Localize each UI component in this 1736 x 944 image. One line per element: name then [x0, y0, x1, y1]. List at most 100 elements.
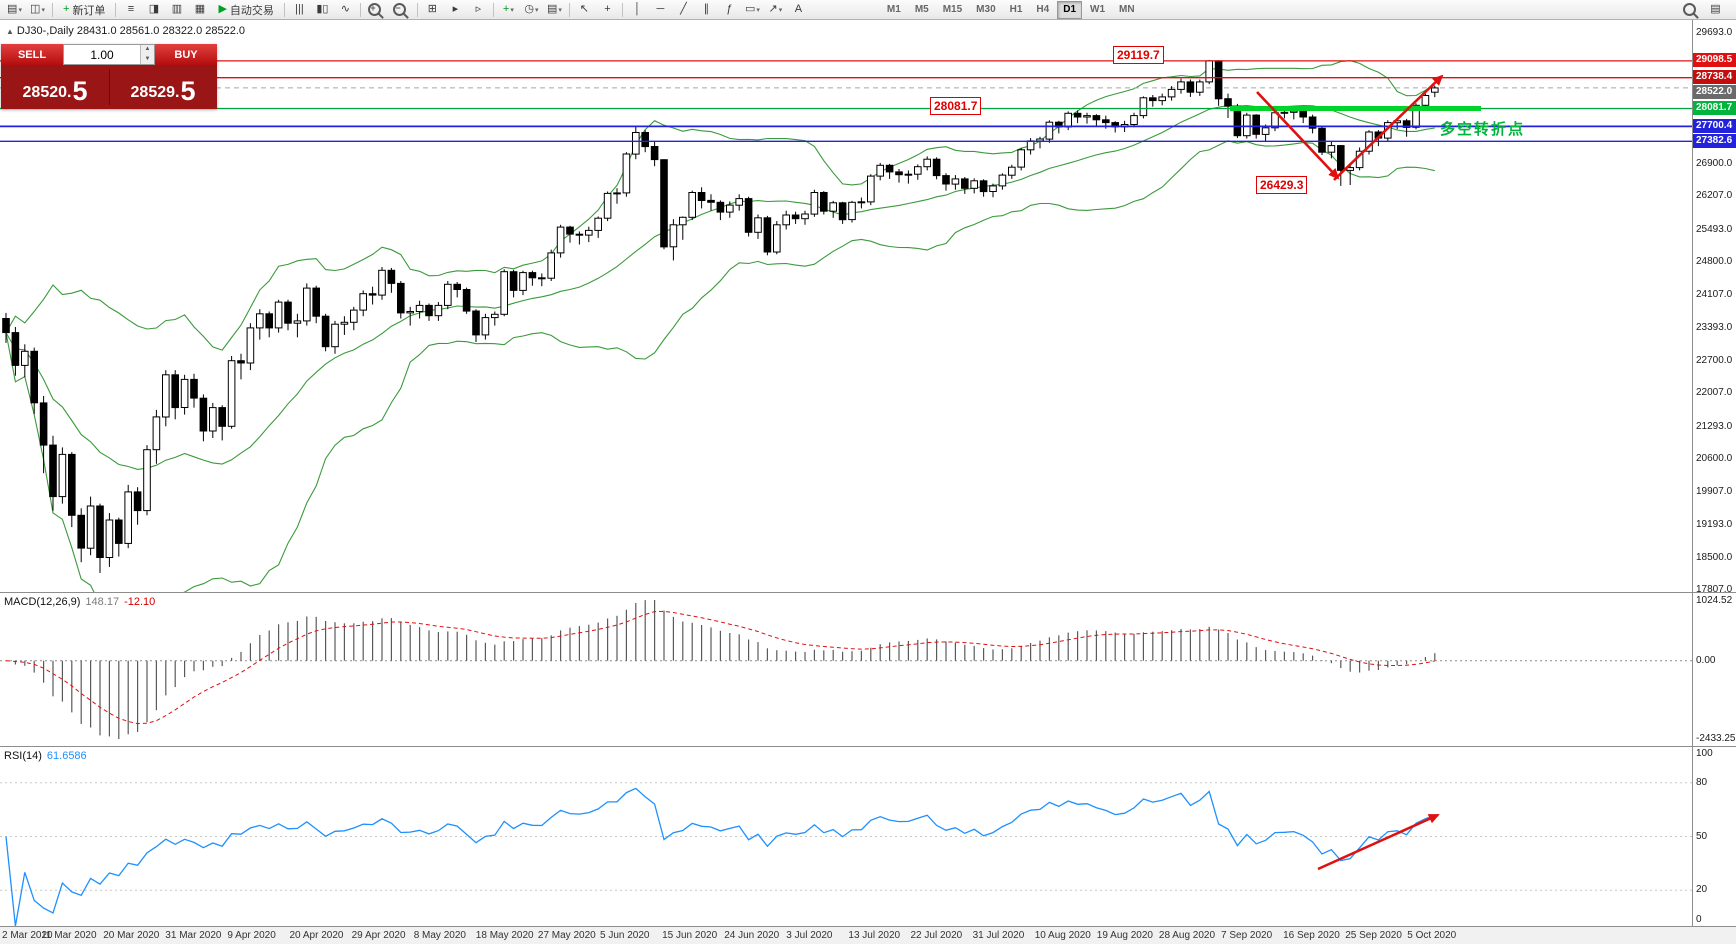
buy-button[interactable]: BUY	[155, 44, 217, 65]
profiles-icon[interactable]: ◫ ▾	[27, 0, 48, 19]
timeframe-m30[interactable]: M30	[976, 3, 996, 15]
dropdown-icon: ▾	[41, 6, 45, 14]
auto-scroll-icon[interactable]: ▸	[445, 0, 466, 19]
lot-decrease-icon[interactable]: ▼	[141, 54, 154, 64]
candle	[895, 171, 903, 176]
arrows-tool-icon: ↗	[768, 3, 778, 15]
candle	[782, 214, 791, 226]
text-label-icon[interactable]: A	[788, 0, 809, 19]
candle	[885, 164, 894, 173]
bar-chart-icon[interactable]: |||	[289, 0, 310, 19]
candle	[397, 282, 405, 314]
timeframe-m5[interactable]: M5	[914, 3, 929, 15]
candle	[143, 449, 151, 512]
sell-button[interactable]: SELL	[1, 44, 63, 65]
timeframe-m1[interactable]: M1	[886, 3, 901, 15]
lot-size-input[interactable]	[64, 45, 140, 64]
chart-shift-icon: ▹	[475, 3, 482, 15]
dropdown-icon: ▾	[558, 6, 562, 14]
candle	[904, 173, 913, 176]
line-chart-icon[interactable]: ∿	[335, 0, 356, 19]
navigator-icon: ▥	[171, 3, 183, 15]
market-watch-icon: ≡	[127, 3, 135, 15]
timeframe-h4[interactable]: H4	[1036, 3, 1050, 15]
timeframe-w1[interactable]: W1	[1090, 3, 1106, 15]
candle	[77, 514, 86, 549]
buy-price-button[interactable]: 28529. 5	[109, 65, 217, 109]
candle	[68, 453, 76, 516]
timeframe-h1[interactable]: H1	[1009, 3, 1023, 15]
tile-windows-icon[interactable]: ⊞	[422, 0, 443, 19]
macd-signal-line	[5, 610, 1435, 725]
candle	[293, 320, 302, 324]
indicators-icon[interactable]: + ▾	[498, 0, 519, 19]
toolbar-separator	[568, 2, 570, 17]
candle	[679, 216, 687, 226]
auto-trading-button[interactable]: ▶ 自动交易	[212, 0, 279, 19]
periods-icon: ◷	[524, 3, 534, 15]
candle	[857, 201, 866, 204]
search-icon[interactable]	[1680, 0, 1703, 19]
periods-icon[interactable]: ◷ ▾	[521, 0, 542, 19]
candlestick-chart-icon[interactable]: ▮▯	[312, 0, 333, 19]
zoom-in-icon[interactable]: +	[365, 0, 388, 19]
data-window-icon[interactable]: ◨	[143, 0, 164, 19]
toolbar-right: ▤	[1679, 0, 1727, 19]
candle	[791, 214, 800, 220]
data-window-icon: ◨	[148, 3, 160, 15]
crosshair-icon[interactable]: +	[597, 0, 618, 19]
candle	[519, 272, 527, 291]
templates-icon[interactable]: ▤ ▾	[544, 0, 565, 19]
candle	[1308, 116, 1317, 129]
candle	[115, 519, 123, 544]
terminal-icon[interactable]: ▦	[189, 0, 210, 19]
channel-icon[interactable]: ∥	[696, 0, 717, 19]
candle	[1402, 120, 1411, 128]
vertical-line-icon[interactable]: │	[627, 0, 648, 19]
new-chart-icon: ▤	[7, 3, 18, 15]
timeframe-d1[interactable]: D1	[1057, 0, 1083, 19]
candle	[387, 269, 396, 284]
navigator-icon[interactable]: ▥	[166, 0, 187, 19]
candle	[359, 293, 367, 311]
trend-arrow-object[interactable]	[1256, 91, 1340, 180]
new-order-button[interactable]: + 新订单	[57, 0, 111, 19]
candle	[378, 269, 386, 296]
candle	[1186, 81, 1195, 93]
trend-arrow-object[interactable]	[1317, 813, 1440, 871]
dropdown-icon: ▾	[510, 6, 514, 14]
fibonacci-icon[interactable]: ƒ	[719, 0, 740, 19]
timeframe-mn[interactable]: MN	[1119, 3, 1135, 15]
lot-size-field[interactable]: ▲ ▼	[63, 44, 155, 65]
terminal-icon: ▦	[194, 3, 206, 15]
trend-arrow-object[interactable]	[1333, 74, 1444, 181]
one-click-trading-panel: SELL ▲ ▼ BUY 28520.5 28529.5	[1, 44, 217, 109]
trendline-icon[interactable]: ╱	[673, 0, 694, 19]
timeframe-m15[interactable]: M15	[942, 3, 963, 15]
window-list-icon[interactable]: ▤	[1705, 0, 1726, 19]
candle	[810, 192, 819, 215]
arrows-tool-icon[interactable]: ↗ ▾	[765, 0, 786, 19]
timeframe-group: M1 M5 M15 M30 H1 H4 D1 W1 MN	[880, 0, 1142, 19]
candle	[1139, 97, 1148, 117]
sell-price-button[interactable]: 28520. 5	[1, 65, 109, 109]
horizontal-line-icon[interactable]: ─	[650, 0, 671, 19]
zoom-in-icon: +	[367, 3, 381, 16]
new-chart-icon[interactable]: ▤ ▾	[4, 0, 25, 19]
chart-shift-icon[interactable]: ▹	[468, 0, 489, 19]
shapes-icon[interactable]: ▭ ▾	[742, 0, 763, 19]
templates-icon: ▤	[546, 3, 558, 15]
candle	[970, 180, 979, 189]
lot-increase-icon[interactable]: ▲	[141, 45, 154, 55]
horizontal-line-icon: ─	[656, 3, 665, 15]
cursor-icon[interactable]: ↖	[574, 0, 595, 19]
candle	[453, 283, 461, 290]
candle	[547, 252, 556, 279]
candle	[951, 178, 960, 185]
candle	[425, 304, 433, 317]
lot-spinner[interactable]: ▲ ▼	[140, 45, 154, 64]
zoom-out-icon[interactable]: −	[390, 0, 413, 19]
zoom-out-icon: −	[392, 3, 406, 16]
market-watch-icon[interactable]: ≡	[120, 0, 141, 19]
